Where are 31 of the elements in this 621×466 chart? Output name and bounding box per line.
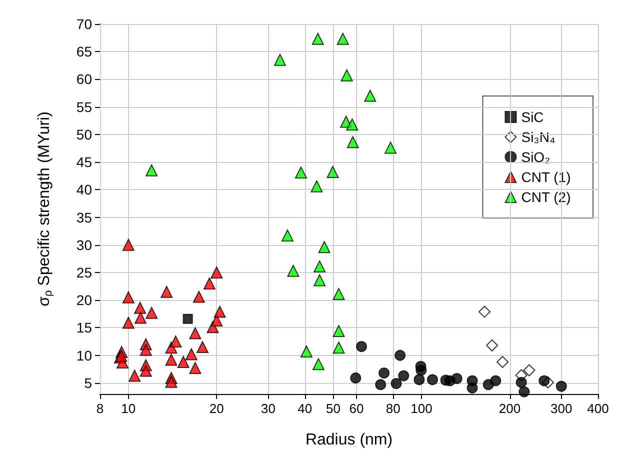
x-axis-title: Radius (nm) — [305, 432, 393, 448]
x-tick-label: 300 — [550, 401, 572, 416]
y-tick-label: 50 — [76, 126, 92, 142]
x-tick-label: 80 — [386, 401, 400, 416]
y-tick-label: 65 — [76, 44, 92, 60]
y-tick-label: 30 — [76, 236, 92, 253]
x-tick-label: 20 — [209, 401, 224, 416]
x-tick-label: 30 — [261, 401, 276, 416]
legend-label: SiO₂ — [521, 149, 550, 165]
y-axis-title: σρ Specific strength (MYuri) — [36, 112, 54, 306]
x-tick-label: 40 — [298, 401, 312, 416]
y-tick-label: 60 — [76, 71, 92, 88]
x-tick-label: 50 — [326, 401, 341, 416]
x-tick-label: 400 — [587, 401, 609, 416]
y-tick-label: 5 — [84, 374, 92, 391]
y-tick-label: 35 — [76, 209, 92, 226]
y-tick-label: 40 — [76, 182, 92, 198]
y-tick-label: 70 — [76, 16, 92, 32]
y-tick-label: 25 — [76, 264, 92, 281]
y-tick-label: 45 — [76, 154, 92, 170]
y-tick-label: 15 — [76, 320, 92, 336]
x-tick-label: 10 — [121, 401, 136, 416]
x-tick-label: 100 — [410, 401, 432, 416]
y-tick-label: 10 — [76, 347, 92, 364]
y-tick-label: 55 — [76, 98, 92, 115]
x-tick-label: 200 — [498, 401, 521, 416]
x-tick-label: 60 — [349, 401, 364, 416]
y-tick-label: 20 — [76, 292, 92, 308]
x-tick-label: 8 — [96, 401, 104, 416]
legend-label: SiC — [521, 109, 544, 125]
legend-label: CNT (1) — [521, 169, 571, 185]
